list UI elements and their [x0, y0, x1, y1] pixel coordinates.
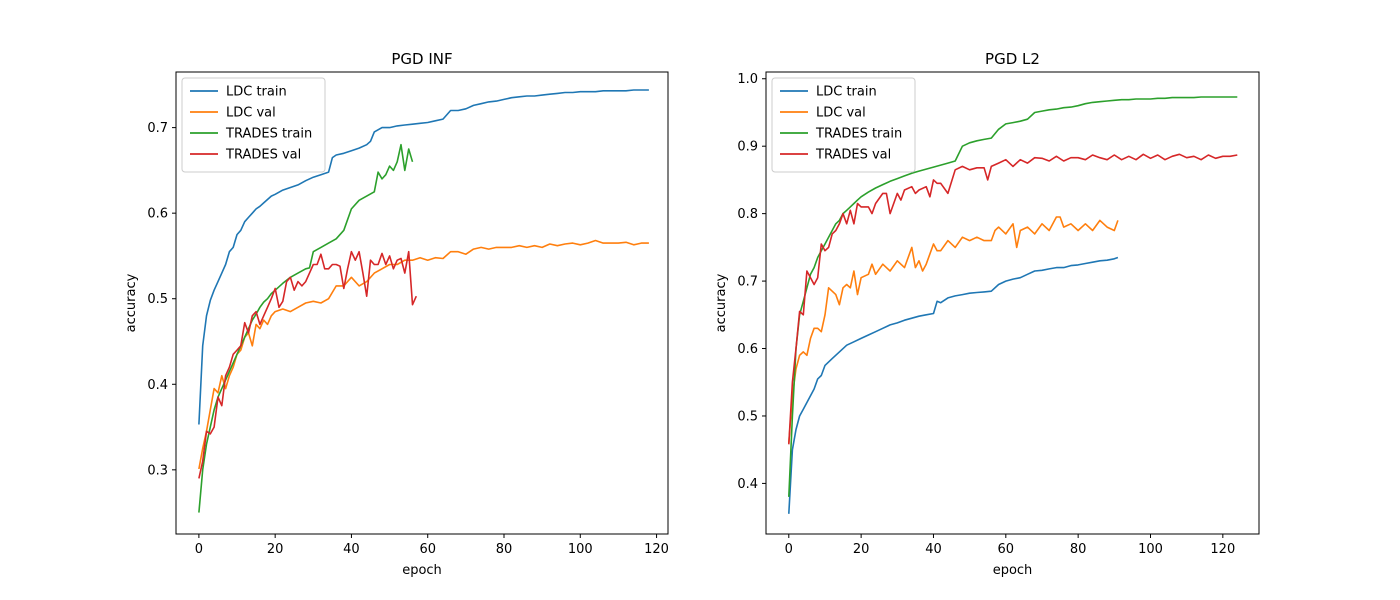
legend-label: LDC train — [816, 85, 877, 100]
legend-box — [181, 77, 326, 173]
x-tick-label: 0 — [195, 542, 203, 557]
series-line-trades-val — [788, 153, 1238, 445]
legend-label: TRADES val — [225, 148, 301, 163]
legend-label: LDC train — [226, 85, 287, 100]
y-tick-label: 0.5 — [737, 409, 758, 424]
x-tick-label: 60 — [998, 542, 1015, 557]
y-axis-label: accuracy — [124, 273, 139, 332]
series-line-trades-train — [198, 143, 414, 513]
plot-frame — [765, 71, 1260, 535]
legend-label: TRADES train — [225, 127, 312, 142]
series-line-ldc-val — [198, 239, 649, 470]
y-tick-label: 0.3 — [147, 463, 168, 478]
x-tick-label: 120 — [644, 542, 669, 557]
legend-label: TRADES val — [815, 148, 891, 163]
x-tick-label: 80 — [1070, 542, 1087, 557]
x-tick-label: 20 — [853, 542, 870, 557]
x-tick-label: 0 — [785, 542, 793, 557]
legend-box — [771, 77, 916, 173]
legend-label: LDC val — [226, 106, 276, 121]
legend-label: LDC val — [816, 106, 866, 121]
series-line-ldc-train — [788, 256, 1119, 514]
chart-title: PGD INF — [391, 50, 452, 68]
x-tick-label: 40 — [343, 542, 360, 557]
x-tick-label: 120 — [1210, 542, 1235, 557]
y-tick-label: 0.9 — [737, 140, 758, 155]
x-tick-label: 100 — [568, 542, 593, 557]
y-tick-label: 0.4 — [147, 378, 168, 393]
y-tick-label: 0.4 — [737, 477, 758, 492]
plot-frame — [175, 71, 669, 535]
y-tick-label: 0.6 — [737, 342, 758, 357]
x-tick-label: 40 — [925, 542, 942, 557]
x-tick-label: 20 — [267, 542, 284, 557]
y-tick-label: 1.0 — [737, 72, 758, 87]
chart-title: PGD L2 — [985, 50, 1040, 68]
x-tick-label: 100 — [1138, 542, 1163, 557]
legend-label: TRADES train — [815, 127, 902, 142]
series-line-ldc-train — [198, 89, 649, 425]
x-axis-label: epoch — [993, 563, 1033, 578]
x-axis-label: epoch — [402, 563, 442, 578]
chart-panel-0: PGD INF 0 20 40 60 80 100 120 0.3 0.4 0.5 0.6 0.7 epo… — [124, 50, 669, 578]
y-tick-label: 0.7 — [147, 121, 168, 136]
chart-panel-1: PGD L2 0 20 40 60 80 100 120 0.4 0.5 0.6 0.7 0.8 0.9 1… — [714, 50, 1260, 578]
y-tick-label: 0.7 — [737, 275, 758, 290]
y-axis-label: accuracy — [714, 273, 729, 332]
x-tick-label: 60 — [419, 542, 436, 557]
series-line-trades-val — [198, 250, 418, 479]
y-tick-label: 0.8 — [737, 207, 758, 222]
x-tick-label: 80 — [496, 542, 513, 557]
series-line-ldc-val — [788, 216, 1119, 443]
y-tick-label: 0.5 — [147, 292, 168, 307]
series-line-trades-train — [788, 96, 1238, 497]
y-tick-label: 0.6 — [147, 207, 168, 222]
